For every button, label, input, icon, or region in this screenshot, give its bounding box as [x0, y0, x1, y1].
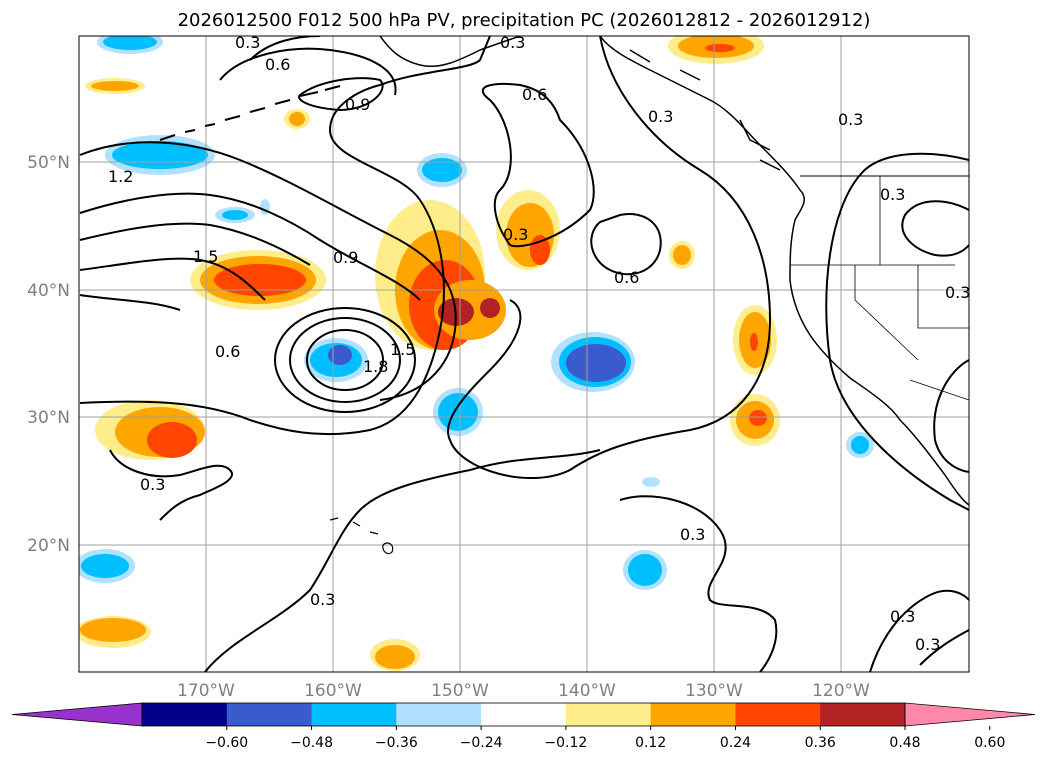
contour-label: 0.3	[648, 107, 673, 126]
lat-label: 50°N	[27, 153, 70, 173]
ocean	[79, 36, 969, 672]
contour-label: 0.9	[333, 248, 358, 267]
contour-label: 0.3	[880, 185, 905, 204]
latitude-labels: 50°N 40°N 30°N 20°N	[27, 153, 70, 556]
contour-label: 0.3	[915, 635, 940, 654]
colorbar-tick-label: 0.48	[889, 735, 920, 751]
lat-label: 20°N	[27, 536, 70, 556]
colorbar-tick-label: −0.60	[205, 735, 248, 751]
contour-label: 0.3	[838, 110, 863, 129]
colorbar-segment	[565, 703, 652, 726]
contour-label: 0.3	[503, 225, 528, 244]
colorbar-segment	[735, 703, 821, 726]
lat-label: 30°N	[27, 408, 70, 428]
map-border	[78, 35, 970, 673]
map-panel: 0.3 0.6 0.9 0.3 0.6 0.3 1.2 1.5 0.9 0.3 …	[79, 33, 970, 672]
gridlines	[79, 36, 969, 672]
lon-label: 120°W	[812, 681, 870, 701]
colorbar-tick-label: −0.48	[290, 735, 333, 751]
contour-label: 1.5	[390, 340, 415, 359]
alaska-coast	[379, 36, 521, 68]
colorbar-segment	[142, 703, 228, 726]
contour-label: 0.3	[945, 283, 970, 302]
contour-label: 0.9	[345, 95, 370, 114]
contour-label: 0.3	[310, 590, 335, 609]
colorbar-tick-label: 0.60	[974, 735, 1005, 751]
colorbar-segment	[226, 703, 313, 726]
lon-label: 130°W	[685, 681, 743, 701]
contour-label: 0.6	[265, 55, 290, 74]
colorbar-segment	[481, 703, 567, 726]
contour-label: 0.6	[215, 342, 240, 361]
pv-contour-labels: 0.3 0.6 0.9 0.3 0.6 0.3 1.2 1.5 0.9 0.3 …	[108, 33, 970, 654]
colorbar-tick-label: −0.12	[544, 735, 587, 751]
hawaiian-islands	[329, 517, 394, 555]
map-title: 2026012500 F012 500 hPa PV, precipitatio…	[178, 10, 871, 31]
precip-negative-areas	[79, 36, 874, 590]
contour-label: 0.3	[680, 525, 705, 544]
north-america-coast	[599, 36, 969, 506]
bc-islands	[629, 49, 781, 171]
colorbar-extend-low	[11, 702, 143, 727]
coastlines	[159, 36, 969, 555]
colorbar-segment	[820, 703, 906, 726]
contour-label: 0.3	[890, 607, 915, 626]
colorbar-tick-label: 0.12	[635, 735, 666, 751]
precip-positive-areas	[79, 36, 780, 671]
colorbar-outline	[141, 702, 906, 727]
lon-label: 160°W	[304, 681, 362, 701]
colorbar-tick-label: −0.36	[375, 735, 418, 751]
colorbar-extend-high	[904, 702, 1036, 727]
colorbar-segment	[311, 703, 397, 726]
contour-label: 1.2	[108, 167, 133, 186]
longitude-labels: 170°W 160°W 150°W 140°W 130°W 120°W	[177, 681, 870, 701]
lon-label: 140°W	[558, 681, 616, 701]
aleutian-islands	[159, 85, 341, 141]
colorbar-segment	[396, 703, 482, 726]
lat-label: 40°N	[27, 281, 70, 301]
colorbar-tick-label: 0.36	[805, 735, 836, 751]
contour-label: 0.6	[614, 268, 639, 287]
pv-contours	[79, 36, 969, 672]
contour-label: 1.8	[363, 357, 388, 376]
contour-label: 0.3	[140, 475, 165, 494]
contour-label: 0.3	[235, 33, 260, 52]
contour-label: 0.6	[522, 85, 547, 104]
precip-shading	[79, 36, 874, 671]
colorbar: −0.60 −0.48 −0.36 −0.24 −0.12 0.12 0.24 0.36 0.4…	[11, 702, 1036, 751]
state-borders	[790, 176, 969, 401]
contour-label: 1.5	[193, 247, 218, 266]
colorbar-segment	[650, 703, 736, 726]
colorbar-tick-label: −0.24	[460, 735, 503, 751]
lon-label: 170°W	[177, 681, 235, 701]
colorbar-tick-label: 0.24	[720, 735, 751, 751]
lon-label: 150°W	[431, 681, 489, 701]
